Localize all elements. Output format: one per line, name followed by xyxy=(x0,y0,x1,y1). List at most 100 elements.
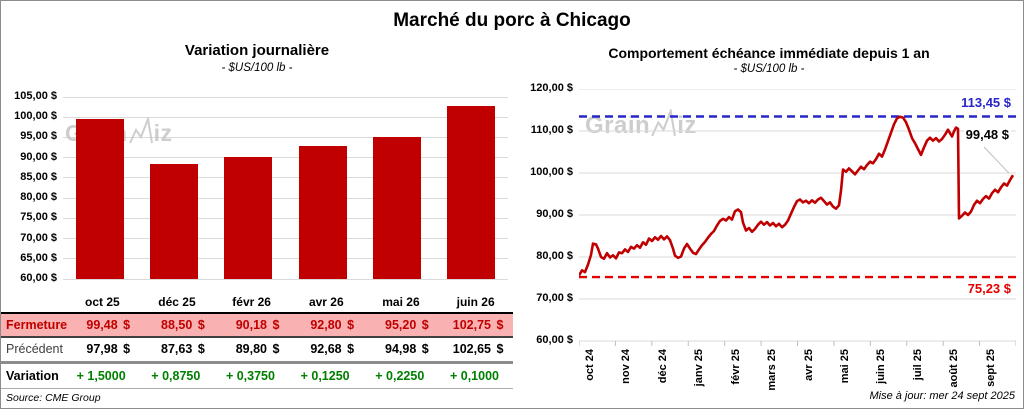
y-axis-label: 75,00 $ xyxy=(20,211,57,224)
y-axis-label: 100,00 $ xyxy=(530,166,573,178)
right-chart-y-axis: 120,00 $ 110,00 $ 100,00 $ 90,00 $ 80,00 $ 70… xyxy=(513,82,573,346)
x-axis-label: oct 24 xyxy=(584,349,596,381)
right-chart-subtitle: - $US/100 lb - xyxy=(733,63,805,75)
currency-symbol: $ xyxy=(496,318,504,332)
table-cell: + 0,3750 xyxy=(214,362,289,389)
line-chart-plot xyxy=(579,89,1016,346)
bar-juin 26 xyxy=(446,106,495,279)
left-chart-y-axis: 105,00 $ 100,00 $ 95,00 $ 90,00 $ 85,00 $ 80,… xyxy=(1,90,57,284)
currency-symbol: $ xyxy=(347,318,355,332)
table-cell: 89,80 $ xyxy=(214,337,289,364)
currency-symbol: $ xyxy=(197,342,205,357)
month-header-cell: déc 25 xyxy=(139,291,215,314)
cell-value: 102,75 xyxy=(452,318,491,332)
row-label: Variation xyxy=(1,362,65,389)
left-chart-title: Variation journalière xyxy=(184,42,330,59)
left-chart-subtitle: - $US/100 lb - xyxy=(221,62,293,74)
x-axis-label: août 25 xyxy=(948,349,961,388)
month-header-cell: juin 26 xyxy=(438,291,513,314)
currency-symbol: $ xyxy=(421,342,429,357)
cell-value: 87,63 xyxy=(161,342,193,357)
gridline xyxy=(63,258,508,260)
y-axis-label: 95,00 $ xyxy=(20,130,57,143)
cell-value: + 0,1250 xyxy=(300,368,350,383)
source-note: Source: CME Group xyxy=(6,392,101,404)
cell-value: + 0,2250 xyxy=(375,368,425,383)
currency-symbol: $ xyxy=(347,342,355,357)
x-axis-label: déc 24 xyxy=(656,349,669,384)
month-header-cell: avr 26 xyxy=(288,291,364,314)
row-label: Fermeture xyxy=(1,313,67,338)
cell-value: 92,68 xyxy=(310,342,342,357)
cell-value: 99,48 xyxy=(86,318,118,332)
table-row-variation: Variation + 1,5000 + 0,8750 + 0,3750 + 0,125… xyxy=(1,362,513,389)
table-cell: 95,20 $ xyxy=(363,313,439,338)
y-axis-label: 80,00 $ xyxy=(20,191,57,204)
bar-févr 26 xyxy=(224,156,273,279)
month-header-cell: mai 26 xyxy=(363,291,439,314)
price-line xyxy=(579,115,1015,277)
price-table: oct 25 déc 25 févr 26 avr 26 mai 26 juin 26 Fe… xyxy=(1,291,513,389)
x-axis-label: juin 25 xyxy=(875,349,888,384)
currency-symbol: $ xyxy=(272,318,280,332)
right-chart-title: Comportement échéance immédiate depuis 1… xyxy=(608,45,930,61)
watermark-text: iz xyxy=(677,111,697,139)
cell-value: + 0,3750 xyxy=(225,368,275,383)
table-row-precedent: Précédent 97,98 $87,63 $89,80 $92,68 $94,98 $1… xyxy=(1,337,513,364)
month-header-cell: oct 25 xyxy=(65,291,140,314)
table-cell: + 1,5000 xyxy=(65,362,140,389)
table-cell: + 0,2250 xyxy=(363,362,439,389)
gridline xyxy=(63,278,508,280)
table-cell: 92,80 $ xyxy=(288,313,364,338)
gridline xyxy=(63,217,508,219)
currency-symbol: $ xyxy=(272,342,280,357)
cell-value: 88,50 xyxy=(161,318,193,332)
x-axis-label: sept 25 xyxy=(984,349,997,387)
cell-value: + 0,1000 xyxy=(449,368,499,383)
table-cell: 102,75 $ xyxy=(438,313,513,338)
annotation-leader-line xyxy=(983,146,1010,174)
y-axis-label: 60,00 $ xyxy=(536,334,573,346)
y-axis-label: 105,00 $ xyxy=(14,90,57,102)
currency-symbol: $ xyxy=(197,318,205,332)
bar-oct 25 xyxy=(76,119,125,279)
gridline xyxy=(63,116,508,118)
table-cell: + 0,1000 xyxy=(438,362,513,389)
y-axis-label: 70,00 $ xyxy=(536,292,573,304)
page-title: Marché du porc à Chicago xyxy=(393,10,631,31)
update-date-note: Mise à jour: mer 24 sept 2025 xyxy=(869,390,1015,402)
gridline xyxy=(63,238,508,240)
grainwiz-zigzag-icon xyxy=(651,109,677,137)
table-cell: 102,65 $ xyxy=(438,337,513,364)
table-header-row: oct 25 déc 25 févr 26 avr 26 mai 26 juin 26 xyxy=(1,291,513,314)
cell-value: 92,80 xyxy=(310,318,342,332)
gridline xyxy=(63,96,508,98)
last-price-label: 99,48 $ xyxy=(963,127,1011,142)
x-axis-label: mars 25 xyxy=(766,349,779,391)
table-cell: 92,68 $ xyxy=(288,337,364,364)
x-axis-label: févr 25 xyxy=(729,349,742,385)
cell-value: 102,65 xyxy=(452,342,491,357)
cell-value: 97,98 xyxy=(86,342,118,357)
bar-mai 26 xyxy=(372,136,421,279)
y-axis-label: 80,00 $ xyxy=(536,250,573,262)
currency-symbol: $ xyxy=(421,318,429,332)
table-cell: 87,63 $ xyxy=(139,337,215,364)
bar-avr 26 xyxy=(298,146,347,279)
y-axis-label: 120,00 $ xyxy=(530,82,573,94)
y-axis-label: 110,00 $ xyxy=(530,124,573,136)
y-axis-label: 70,00 $ xyxy=(20,231,57,244)
currency-symbol: $ xyxy=(123,342,131,357)
cell-value: + 0,8750 xyxy=(151,368,201,383)
gridline xyxy=(63,157,508,159)
y-axis-label: 90,00 $ xyxy=(536,208,573,220)
x-axis-label: juil 25 xyxy=(911,349,924,381)
month-header-cell: févr 26 xyxy=(214,291,289,314)
x-axis-label: nov 24 xyxy=(620,349,633,384)
table-cell: 97,98 $ xyxy=(65,337,140,364)
table-corner-cell xyxy=(1,291,65,314)
table-cell: 99,48 $ xyxy=(65,313,140,338)
bar-déc 25 xyxy=(150,163,199,279)
currency-symbol: $ xyxy=(496,342,504,357)
